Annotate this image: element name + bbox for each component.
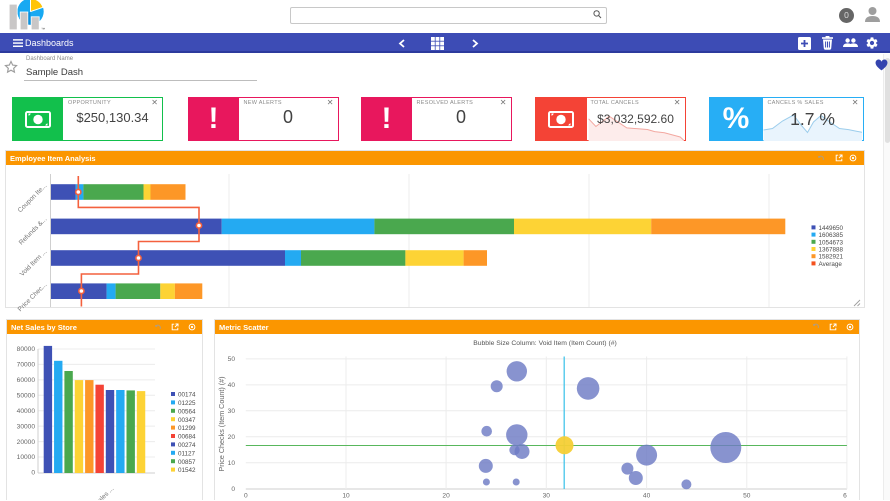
svg-text:Bubble Size Column: Void Item: Bubble Size Column: Void Item (Item Coun… xyxy=(473,340,617,347)
svg-text:00347: 00347 xyxy=(178,417,196,424)
svg-text:40000: 40000 xyxy=(17,408,36,415)
svg-text:1449650: 1449650 xyxy=(819,225,844,232)
svg-text:01542: 01542 xyxy=(178,467,196,474)
svg-text:6: 6 xyxy=(843,492,847,499)
svg-text:10: 10 xyxy=(228,459,236,466)
svg-text:20: 20 xyxy=(228,434,236,441)
svg-text:30: 30 xyxy=(228,408,236,415)
svg-text:1582921: 1582921 xyxy=(819,254,844,261)
svg-text:30: 30 xyxy=(543,492,551,499)
svg-text:Net Sales ...: Net Sales ... xyxy=(85,485,115,500)
svg-text:0: 0 xyxy=(244,492,248,499)
svg-text:00857: 00857 xyxy=(178,459,196,466)
svg-text:Price Checks (Item Count) (#): Price Checks (Item Count) (#) xyxy=(217,376,226,471)
svg-text:01127: 01127 xyxy=(178,450,196,457)
svg-text:30000: 30000 xyxy=(17,423,36,430)
svg-text:50: 50 xyxy=(743,492,751,499)
svg-text:10: 10 xyxy=(342,492,350,499)
svg-text:Average: Average xyxy=(819,261,843,268)
svg-text:80000: 80000 xyxy=(17,346,36,353)
svg-text:00274: 00274 xyxy=(178,442,196,449)
svg-text:00684: 00684 xyxy=(178,434,196,441)
svg-text:01299: 01299 xyxy=(178,425,196,432)
svg-text:1054673: 1054673 xyxy=(819,239,844,246)
svg-text:0: 0 xyxy=(31,470,35,477)
svg-text:50000: 50000 xyxy=(17,393,36,400)
svg-text:60000: 60000 xyxy=(17,377,36,384)
svg-text:Void Item ...: Void Item ... xyxy=(19,248,49,278)
svg-text:Coupon Ite...: Coupon Ite... xyxy=(17,182,49,214)
svg-text:Price Chec...: Price Chec... xyxy=(17,281,49,313)
svg-text:00564: 00564 xyxy=(178,408,196,415)
svg-text:70000: 70000 xyxy=(17,362,36,369)
svg-text:50: 50 xyxy=(228,356,236,363)
svg-text:20000: 20000 xyxy=(17,439,36,446)
svg-text:40: 40 xyxy=(643,492,651,499)
svg-text:1606385: 1606385 xyxy=(819,232,844,239)
svg-text:0: 0 xyxy=(231,485,235,492)
svg-text:00174: 00174 xyxy=(178,392,196,399)
svg-text:™: ™ xyxy=(41,27,45,32)
svg-text:40: 40 xyxy=(228,382,236,389)
svg-text:1367888: 1367888 xyxy=(819,247,844,254)
svg-text:01225: 01225 xyxy=(178,400,196,407)
svg-text:10000: 10000 xyxy=(17,454,36,461)
svg-text:Refunds &...: Refunds &... xyxy=(18,216,49,247)
svg-text:20: 20 xyxy=(442,492,450,499)
